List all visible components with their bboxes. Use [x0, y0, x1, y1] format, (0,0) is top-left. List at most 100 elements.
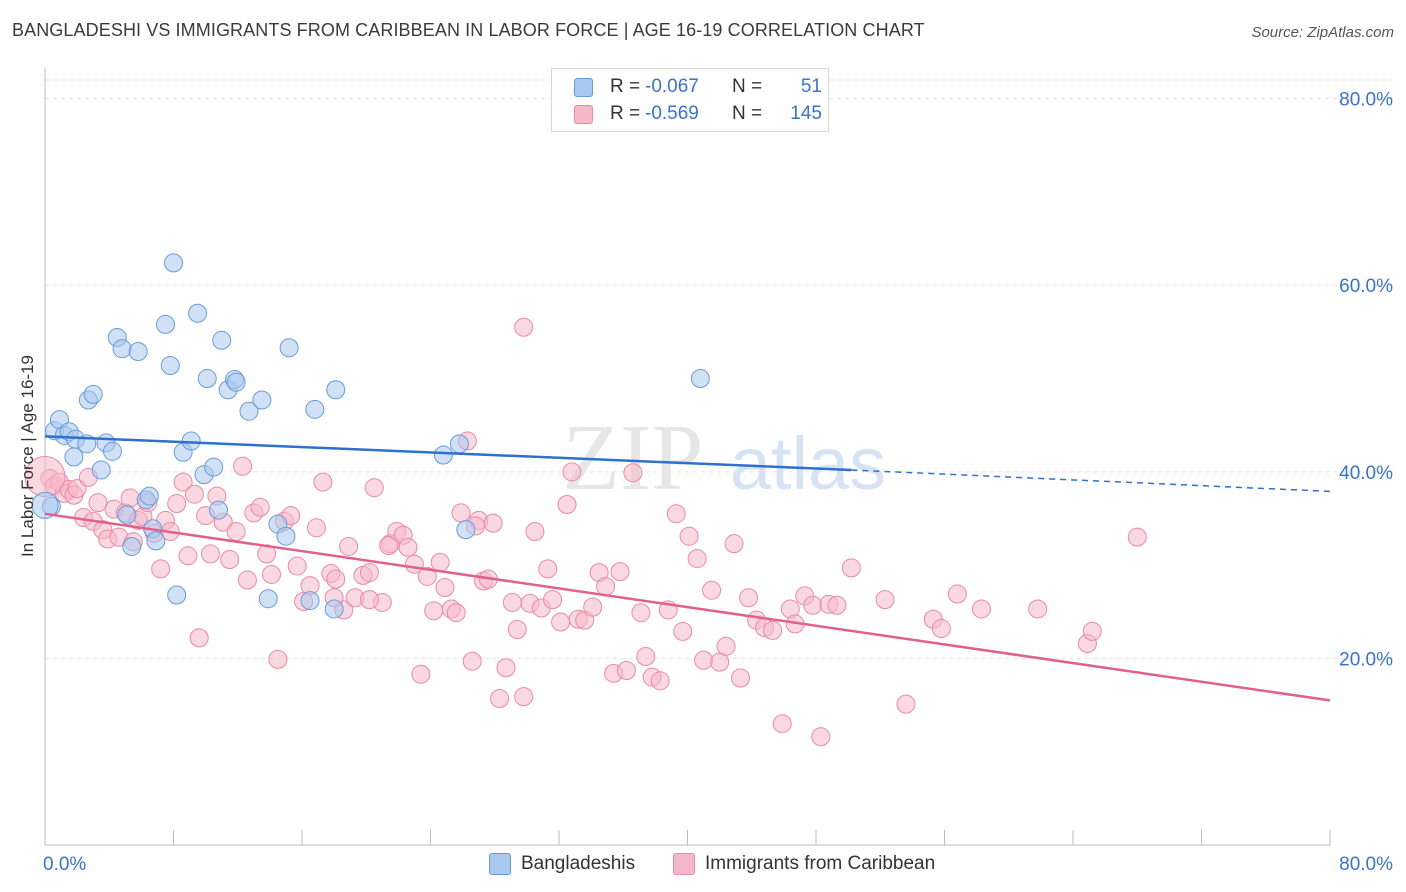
data-point-bangladeshi: [128, 341, 148, 361]
data-point-bangladeshi: [146, 531, 166, 551]
data-point-caribbean: [525, 522, 545, 542]
legend-n-value: 145: [790, 103, 822, 124]
data-point-bangladeshi: [188, 303, 208, 323]
data-point-caribbean: [971, 599, 991, 619]
data-point-caribbean: [233, 456, 253, 476]
data-point-bangladeshi: [239, 401, 259, 421]
data-point-caribbean: [261, 564, 281, 584]
data-point-caribbean: [896, 694, 916, 714]
trend-line-bangladeshi: [44, 435, 852, 472]
data-point-bangladeshi: [112, 339, 132, 359]
data-point-caribbean: [502, 592, 522, 612]
data-point-caribbean: [184, 484, 204, 504]
data-point-caribbean: [483, 513, 503, 533]
data-point-caribbean: [424, 601, 444, 621]
data-point-caribbean: [435, 578, 455, 598]
data-point-caribbean: [616, 661, 636, 681]
data-point-caribbean: [631, 603, 651, 623]
data-point-caribbean: [226, 522, 246, 542]
data-point-caribbean: [120, 488, 140, 508]
data-point-caribbean: [339, 536, 359, 556]
data-point-caribbean: [189, 628, 209, 648]
data-point-caribbean: [359, 590, 379, 610]
data-point-caribbean: [67, 479, 87, 499]
data-point-caribbean: [610, 562, 630, 582]
data-point-caribbean: [687, 549, 707, 569]
data-point-bangladeshi: [197, 369, 217, 389]
data-point-caribbean: [496, 658, 516, 678]
data-point-caribbean: [237, 570, 257, 590]
data-point-caribbean: [551, 612, 571, 632]
data-point-caribbean: [623, 463, 643, 483]
data-point-bangladeshi: [456, 520, 476, 540]
data-point-bangladeshi: [83, 384, 103, 404]
data-point-bangladeshi: [139, 486, 159, 506]
data-point-bangladeshi: [252, 390, 272, 410]
data-point-caribbean: [803, 595, 823, 615]
data-point-caribbean: [411, 664, 431, 684]
legend-r-value: -0.569: [645, 103, 699, 124]
data-point-bangladeshi: [122, 536, 142, 556]
data-point-caribbean: [446, 603, 466, 623]
data-point-bangladeshi: [433, 445, 453, 465]
data-point-caribbean: [287, 556, 307, 576]
legend-n-label: N =: [732, 76, 763, 97]
trend-lines: [44, 435, 1331, 702]
data-point-caribbean: [710, 652, 730, 672]
data-point-bangladeshi: [155, 314, 175, 334]
data-point-caribbean: [702, 580, 722, 600]
trend-line-bangladeshi-extension: [851, 469, 1331, 493]
data-point-bangladeshi-large: [31, 491, 59, 519]
data-point-caribbean: [430, 552, 450, 572]
data-point-bangladeshi: [690, 369, 710, 389]
data-point-caribbean: [462, 651, 482, 671]
data-point-caribbean: [562, 462, 582, 482]
data-point-caribbean: [268, 649, 288, 669]
data-point-caribbean: [364, 478, 384, 498]
data-point-caribbean: [841, 558, 861, 578]
data-point-bangladeshi: [326, 380, 346, 400]
y-tick-label: 60.0%: [1339, 276, 1393, 297]
data-point-bangladeshi: [167, 585, 187, 605]
data-point-caribbean: [875, 590, 895, 610]
y-tick-label: 80.0%: [1339, 90, 1393, 111]
data-point-caribbean: [636, 647, 656, 667]
series-bangladeshi-points: [31, 253, 710, 619]
data-point-bangladeshi: [300, 591, 320, 611]
watermark-atlas: atlas: [730, 422, 886, 505]
data-point-caribbean: [763, 620, 783, 640]
data-point-caribbean: [947, 584, 967, 604]
data-point-caribbean: [650, 671, 670, 691]
data-point-caribbean: [151, 559, 171, 579]
data-point-caribbean: [724, 534, 744, 554]
data-point-bangladeshi: [117, 505, 137, 525]
legend-n-value: 51: [800, 76, 822, 97]
data-point-caribbean: [543, 590, 563, 610]
data-point-caribbean: [167, 494, 187, 514]
data-point-caribbean: [173, 472, 193, 492]
data-point-bangladeshi: [305, 399, 325, 419]
y-tick-label: 40.0%: [1339, 463, 1393, 484]
data-point-caribbean: [827, 595, 847, 615]
legend-r-value: -0.067: [645, 76, 699, 97]
data-point-caribbean: [507, 619, 527, 639]
trend-line-caribbean: [44, 512, 1331, 702]
data-point-bangladeshi: [276, 526, 296, 546]
data-point-bangladeshi: [204, 457, 224, 477]
data-point-caribbean: [1082, 621, 1102, 641]
data-point-caribbean: [306, 518, 326, 538]
data-point-caribbean: [178, 546, 198, 566]
source-label: Source: ZipAtlas.com: [1251, 24, 1394, 41]
data-point-bangladeshi: [208, 500, 228, 520]
data-point-caribbean: [716, 636, 736, 656]
data-point-caribbean: [772, 714, 792, 734]
data-point-caribbean: [673, 621, 693, 641]
data-point-bangladeshi: [160, 355, 180, 375]
data-point-caribbean: [326, 569, 346, 589]
legend-r-label: R =: [610, 76, 641, 97]
data-point-caribbean: [583, 597, 603, 617]
data-point-bangladeshi: [324, 599, 344, 619]
data-point-bangladeshi: [226, 372, 246, 392]
data-point-caribbean: [250, 497, 270, 517]
